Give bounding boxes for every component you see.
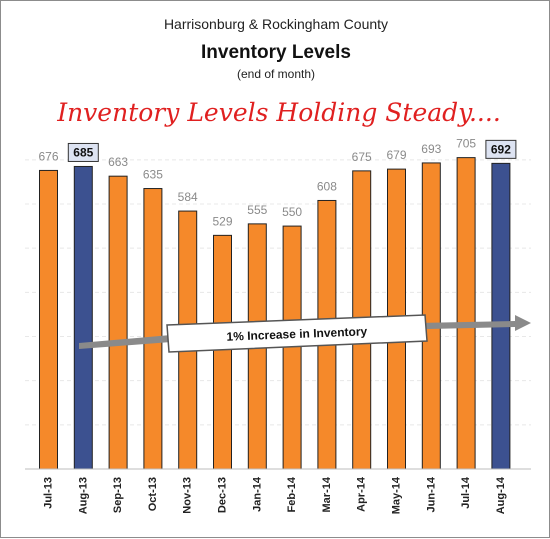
value-label-jun-14: 693 [421, 142, 441, 156]
value-label-nov-13: 584 [178, 190, 198, 204]
value-label-aug-13: 685 [73, 145, 93, 159]
trend-arrow: 1% Increase in Inventory [79, 314, 531, 353]
category-label-jan-14: Jan-14 [251, 476, 263, 512]
category-label-aug-14: Aug-14 [495, 476, 507, 514]
headline-annotation: Inventory Levels Holding Steady.... [56, 98, 501, 127]
category-labels: Jul-13 Aug-13 Sep-13 Oct-13 Nov-13 Dec-13 Jan-… [43, 476, 507, 514]
bar-aug-13 [73, 165, 93, 470]
category-label-feb-14: Feb-14 [286, 476, 298, 512]
value-label-box [67, 142, 99, 162]
value-label-may-14: 679 [386, 148, 406, 162]
category-label-mar-14: Mar-14 [321, 476, 333, 512]
bar-sep-13 [108, 175, 128, 470]
category-label-nov-13: Nov-13 [182, 477, 194, 514]
bar-dec-13 [213, 234, 232, 470]
bar-series [39, 157, 511, 470]
chart-title: Inventory Levels [201, 42, 351, 63]
value-label-aug-14: 692 [491, 142, 511, 156]
bar-oct-13 [143, 188, 163, 470]
value-label-apr-14: 675 [352, 150, 372, 164]
category-label-jun-14: Jun-14 [425, 476, 437, 512]
category-label-may-14: May-14 [391, 476, 403, 514]
value-labels: 676 685 663 635 584 529 555 550 608 675 679 693 705 6… [38, 137, 517, 228]
value-label-jan-14: 555 [247, 203, 267, 217]
value-label-feb-14: 550 [282, 205, 302, 219]
value-label-oct-13: 635 [143, 168, 163, 182]
bar-jul-13 [39, 169, 58, 470]
trend-arrow-box [166, 314, 428, 353]
category-label-sep-13: Sep-13 [112, 477, 124, 513]
value-label-sep-13: 663 [108, 155, 128, 169]
category-label-jul-14: Jul-14 [460, 476, 472, 509]
category-label-jul-13: Jul-13 [43, 477, 55, 509]
chart-note: (end of month) [237, 67, 315, 81]
value-label-box [485, 139, 517, 159]
category-label-oct-13: Oct-13 [147, 477, 159, 511]
value-label-jul-13: 676 [38, 149, 58, 163]
value-label-jul-14: 705 [456, 137, 476, 151]
category-label-dec-13: Dec-13 [217, 477, 229, 513]
value-label-dec-13: 529 [212, 214, 232, 228]
bar-aug-14 [491, 162, 511, 470]
bar-jul-14 [456, 157, 476, 470]
chart-subtitle: Harrisonburg & Rockingham County [164, 16, 388, 32]
category-label-aug-13: Aug-13 [77, 477, 89, 514]
trend-arrow-label: 1% Increase in Inventory [226, 324, 367, 343]
category-label-apr-14: Apr-14 [356, 476, 368, 512]
gridlines [25, 159, 531, 426]
value-label-mar-14: 608 [317, 179, 337, 193]
